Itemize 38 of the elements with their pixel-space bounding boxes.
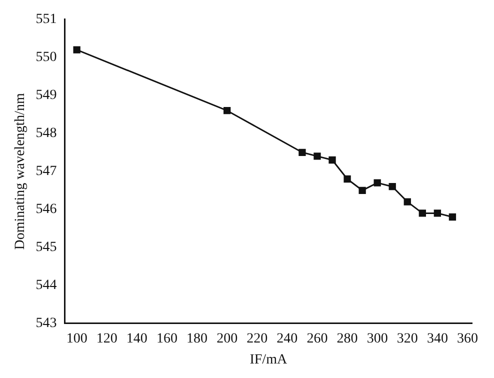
point xyxy=(358,186,366,194)
y-tick-label: 550 xyxy=(36,50,57,66)
point xyxy=(448,213,456,221)
y-tick-label: 544 xyxy=(36,278,57,294)
y-tick-label: 543 xyxy=(36,316,57,332)
point xyxy=(374,179,381,186)
point xyxy=(434,210,442,217)
x-tick-label: 320 xyxy=(396,331,418,346)
x-tick-label: 260 xyxy=(306,331,328,346)
y-tick-label: 551 xyxy=(36,12,57,28)
y-tick-label: 546 xyxy=(36,202,57,218)
x-tick-label: 360 xyxy=(456,331,478,346)
x-tick-label: 120 xyxy=(96,331,118,346)
y-axis-title: Dominating wavelength/nm xyxy=(13,92,28,250)
point xyxy=(418,210,426,217)
point xyxy=(404,198,411,206)
point xyxy=(73,46,80,54)
y-tick-label: 549 xyxy=(36,88,57,104)
y-tick-label: 547 xyxy=(36,164,57,180)
x-axis-title: IF/mA xyxy=(250,352,288,368)
x-tick-label: 100 xyxy=(66,331,88,346)
point xyxy=(328,156,336,164)
x-tick-label: 340 xyxy=(426,331,448,346)
x-tick-label: 240 xyxy=(276,331,298,346)
y-tick-label: 545 xyxy=(36,240,57,256)
x-tick-label: 180 xyxy=(186,331,208,346)
x-tick-label: 200 xyxy=(216,331,238,346)
point xyxy=(344,175,351,183)
x-tick-label: 300 xyxy=(366,331,388,346)
x-tick-label: 280 xyxy=(336,331,358,346)
x-tick-label: 160 xyxy=(156,331,178,346)
point xyxy=(314,152,321,160)
point xyxy=(388,183,396,190)
y-tick-label: 548 xyxy=(36,126,57,142)
x-tick-label: 140 xyxy=(126,331,148,346)
point xyxy=(224,107,231,114)
point xyxy=(298,148,306,156)
x-tick-label: 220 xyxy=(246,331,268,346)
